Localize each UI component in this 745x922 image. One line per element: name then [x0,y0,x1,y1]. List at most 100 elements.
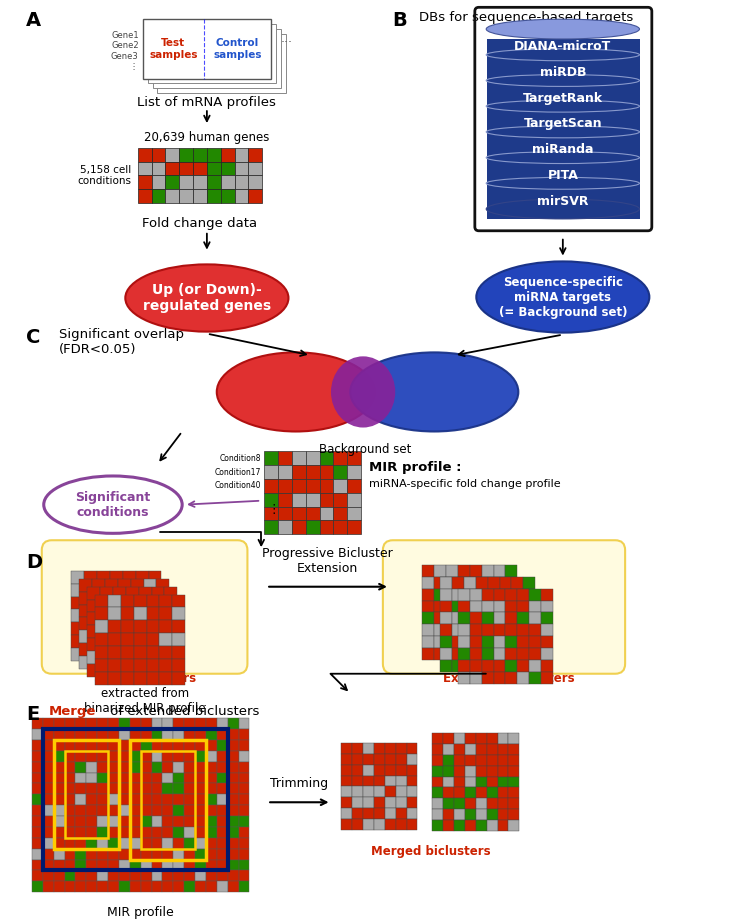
Bar [165,189,180,203]
Bar [529,636,541,648]
Bar [75,762,86,773]
Text: Merge: Merge [48,705,96,718]
Bar [144,618,156,631]
Bar [65,849,75,859]
Bar [422,648,434,660]
Bar [113,664,126,677]
Text: Test
samples: Test samples [149,38,197,60]
Bar [494,600,506,612]
Bar [506,648,517,660]
Bar [482,600,494,612]
Text: Control
samples: Control samples [213,38,261,60]
Bar [126,638,139,651]
Bar [100,664,113,677]
Bar [452,612,464,624]
Bar [84,609,97,622]
Bar [184,751,195,762]
Text: List of mRNA profiles: List of mRNA profiles [137,96,276,110]
Bar [108,773,119,784]
Bar [141,795,151,805]
Bar [434,612,446,624]
Bar [470,600,482,612]
Bar [363,775,374,786]
Bar [511,636,523,648]
Bar [54,859,65,870]
FancyBboxPatch shape [42,540,247,674]
Bar [121,633,133,646]
Bar [141,729,151,740]
Bar [193,189,207,203]
Bar [141,805,151,816]
Bar [195,784,206,795]
Bar [151,773,162,784]
Text: 5,158 cell
conditions: 5,158 cell conditions [77,165,132,186]
Bar [498,744,508,755]
Bar [84,648,97,661]
Ellipse shape [486,199,639,219]
Bar [517,672,529,683]
Bar [100,586,113,599]
Ellipse shape [486,19,639,39]
Bar [396,775,407,786]
Bar [341,754,352,764]
Ellipse shape [125,265,288,332]
Bar [238,784,250,795]
Bar [118,605,131,618]
Bar [130,773,141,784]
Bar [498,776,508,787]
Bar [529,588,541,600]
Bar [42,816,54,827]
Bar [374,798,385,809]
Bar [228,795,238,805]
Bar [75,859,86,870]
Ellipse shape [486,75,639,87]
Bar [500,600,511,612]
Bar [486,733,498,744]
Bar [529,672,541,683]
Bar [126,612,139,625]
Bar [407,754,417,764]
Bar [32,859,42,870]
Bar [86,881,97,892]
Bar [195,773,206,784]
Bar [320,521,334,535]
Bar [506,612,517,624]
Bar [105,579,118,592]
Bar [206,859,217,870]
Bar [482,672,494,683]
Bar [320,465,334,479]
Bar [100,625,113,638]
Bar [248,189,262,203]
Bar [148,635,162,648]
Bar [165,161,180,175]
Bar [130,827,141,838]
Bar [470,648,482,660]
Bar [165,586,177,599]
Bar [133,608,147,621]
Bar [42,762,54,773]
Bar [458,612,470,624]
Bar [446,588,458,600]
Bar [165,664,177,677]
Bar [443,765,454,776]
Bar [131,592,144,605]
Bar [238,751,250,762]
Bar [131,631,144,643]
Bar [75,881,86,892]
Bar [432,798,443,810]
Bar [494,588,506,600]
Bar [97,849,108,859]
Bar [264,521,278,535]
Bar [482,624,494,636]
Bar [95,621,108,633]
Bar [434,577,446,588]
Bar [172,659,186,672]
Bar [352,786,363,798]
Bar [121,621,133,633]
Bar [422,624,434,636]
Bar [138,161,151,175]
Bar [446,624,458,636]
Bar [506,672,517,683]
Bar [97,870,108,881]
Bar [121,608,133,621]
